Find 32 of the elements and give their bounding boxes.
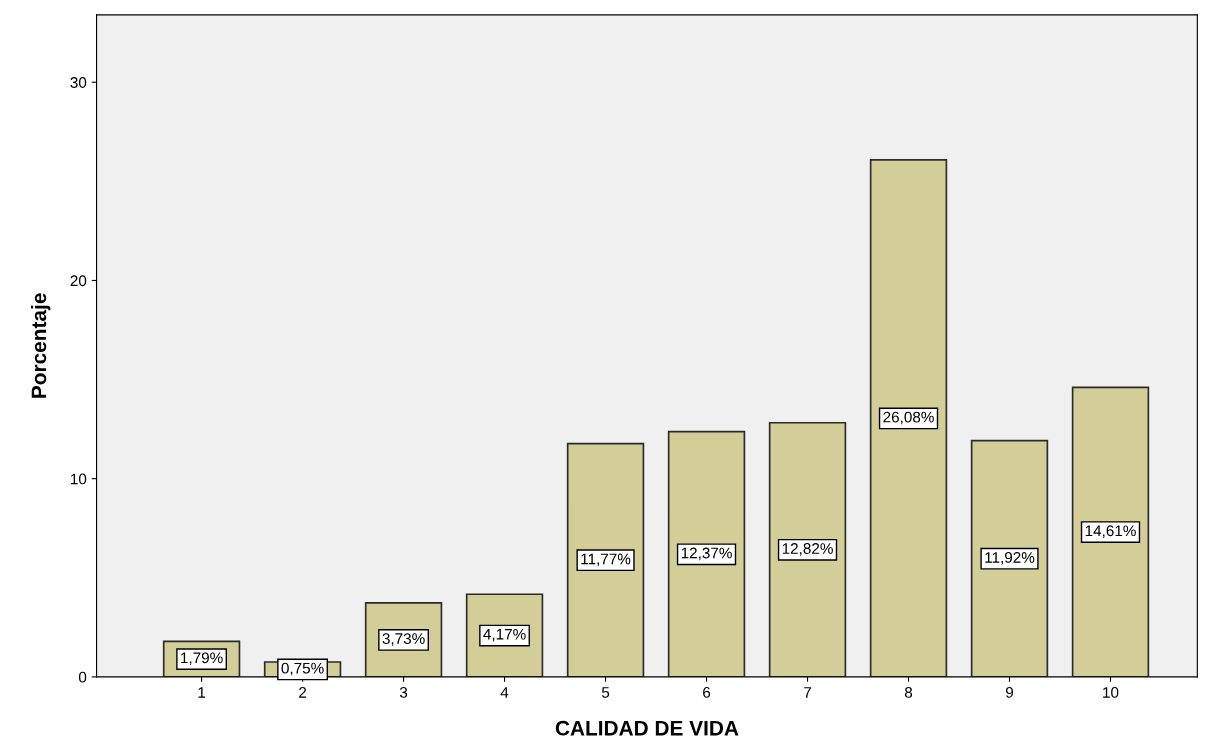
- x-tick-label: 10: [1103, 687, 1119, 698]
- bar: [768, 421, 847, 677]
- data-label: 14,61%: [1085, 525, 1136, 538]
- bar: [667, 430, 746, 677]
- x-tick-label: 6: [703, 687, 711, 698]
- bar: [566, 442, 645, 677]
- x-tick-label: 9: [1005, 687, 1014, 698]
- y-tick-label: 30: [70, 77, 87, 88]
- x-tick-label: 3: [399, 687, 408, 698]
- data-label: 12,82%: [782, 543, 833, 556]
- data-label: 1,79%: [181, 652, 223, 666]
- x-tick-label: 4: [500, 687, 509, 698]
- x-tick-label: 1: [198, 687, 206, 698]
- data-label: 3,73%: [382, 633, 425, 646]
- data-label: 11,92%: [985, 552, 1035, 565]
- x-axis-title: CALIDAD DE VIDA: [555, 720, 739, 736]
- data-label: 11,77%: [581, 553, 631, 567]
- data-label: 4,17%: [483, 628, 526, 642]
- y-tick-label: 20: [70, 275, 87, 287]
- bar: [1071, 386, 1150, 677]
- x-tick-label: 5: [601, 687, 610, 698]
- y-axis-title: Porcentaje: [30, 293, 51, 398]
- x-tick-label: 8: [904, 687, 913, 698]
- y-tick-label: 10: [71, 473, 87, 485]
- x-tick-label: 7: [804, 687, 812, 698]
- data-label: 0,75%: [281, 662, 324, 676]
- bar: [970, 439, 1049, 677]
- data-label: 12,37%: [681, 547, 732, 561]
- x-tick-label: 2: [299, 687, 307, 698]
- data-label: 26,08%: [883, 411, 934, 425]
- bar: [869, 159, 948, 677]
- y-tick-label: 0: [78, 671, 87, 683]
